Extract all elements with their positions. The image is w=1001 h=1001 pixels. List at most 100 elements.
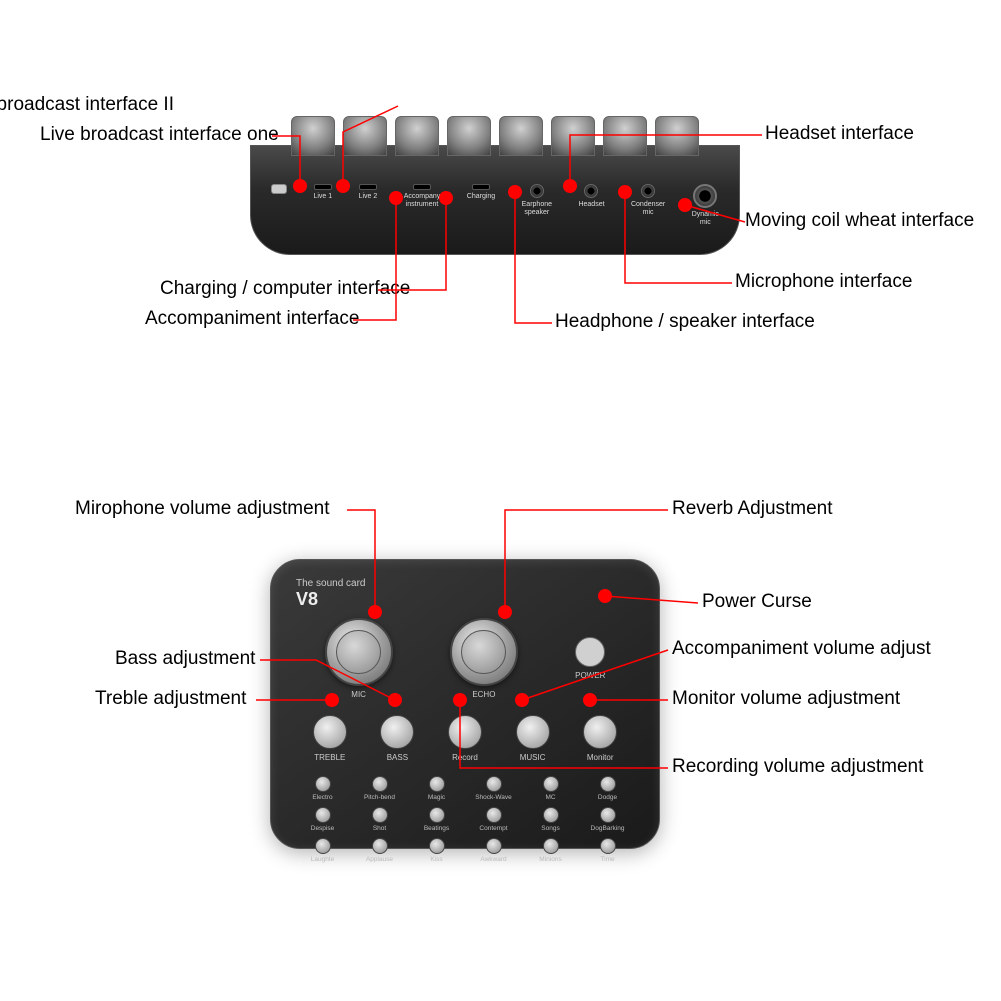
mid-knob-treble: TREBLE [313, 715, 347, 762]
top-knob [447, 116, 491, 156]
fx-button: Shot [353, 807, 406, 832]
label-mic-vol: Mirophone volume adjustment [75, 498, 330, 520]
knob [448, 715, 482, 749]
fx-button-dot [315, 838, 331, 854]
fx-button-label: Magic [428, 794, 445, 801]
top-knob [603, 116, 647, 156]
fx-button-label: Laughte [311, 856, 335, 863]
fx-button-dot [600, 776, 616, 792]
port-label: Live 1 [313, 193, 332, 201]
device-model: V8 [296, 589, 634, 610]
label-headset: Headset interface [765, 123, 914, 145]
fx-button-label: Shock-Wave [475, 794, 512, 801]
fx-button-label: Beatings [424, 825, 449, 832]
mid-knob-row: TREBLEBASSRecordMUSICMonitor [296, 715, 634, 762]
port-earphone: Earphone speaker [522, 184, 552, 216]
echo-knob [450, 618, 518, 686]
port-live1: Live 1 [313, 184, 332, 201]
port-btn [271, 184, 287, 194]
fx-button-label: Minions [539, 856, 561, 863]
fx-button: Songs [524, 807, 577, 832]
port-shape [413, 184, 431, 190]
device-front-view: The sound card V8 MIC ECHO POWER TREBLEB… [270, 559, 660, 849]
port-headset: Headset [578, 184, 604, 209]
fx-button: Contempt [467, 807, 520, 832]
fx-button: Minions [524, 838, 577, 863]
label-recording-vol: Recording volume adjustment [672, 756, 923, 778]
label-accompaniment: Accompaniment interface [145, 308, 359, 330]
top-knob [499, 116, 543, 156]
knob [516, 715, 550, 749]
label-reverb: Reverb Adjustment [672, 498, 833, 520]
fx-button-dot [429, 838, 445, 854]
port-label: Charging [467, 193, 495, 201]
port-shape [530, 184, 544, 198]
fx-button: Despise [296, 807, 349, 832]
fx-button: Laughte [296, 838, 349, 863]
top-knob [655, 116, 699, 156]
fx-button-label: MC [545, 794, 555, 801]
fx-button-label: Songs [541, 825, 559, 832]
top-knob [343, 116, 387, 156]
fx-button-dot [543, 776, 559, 792]
knob-label: Record [452, 753, 478, 762]
fx-button-label: Despise [311, 825, 334, 832]
fx-button: Electro [296, 776, 349, 801]
port-label: Condenser mic [631, 201, 665, 216]
fx-button: Awkward [467, 838, 520, 863]
fx-button: Pitch-bend [353, 776, 406, 801]
port-charging: Charging [467, 184, 495, 201]
port-label: Accompany instrument [404, 193, 441, 208]
fx-button-dot [486, 838, 502, 854]
big-knob-row: MIC ECHO POWER [296, 618, 634, 699]
power-knob [575, 637, 605, 667]
knob-label: Monitor [587, 753, 614, 762]
mid-knob-monitor: Monitor [583, 715, 617, 762]
port-label: Earphone speaker [522, 201, 552, 216]
label-headphone-speaker: Headphone / speaker interface [555, 311, 815, 333]
fx-button-dot [486, 776, 502, 792]
fx-button-dot [429, 807, 445, 823]
top-knob-row [291, 116, 699, 156]
label-monitor-vol: Monitor volume adjustment [672, 688, 900, 710]
fx-button-label: Applause [366, 856, 393, 863]
fx-button-label: Time [600, 856, 614, 863]
port-live2: Live 2 [359, 184, 378, 201]
port-label: Headset [578, 201, 604, 209]
fx-button-label: Dodge [598, 794, 617, 801]
fx-button: DogBarking [581, 807, 634, 832]
fx-button-label: Awkward [480, 856, 506, 863]
fx-button-dot [543, 807, 559, 823]
device-top-view: Live 1 Live 2 Accompany instrument Charging… [250, 145, 740, 255]
fx-button-dot [600, 838, 616, 854]
label-power: Power Curse [702, 591, 812, 613]
label-microphone: Microphone interface [735, 271, 912, 293]
fx-button: MC [524, 776, 577, 801]
fx-button: Dodge [581, 776, 634, 801]
fx-button-label: DogBarking [591, 825, 625, 832]
knob [313, 715, 347, 749]
port-label: Dynamic mic [692, 211, 719, 226]
knob-label: MUSIC [520, 753, 546, 762]
fx-button-label: Kiss [430, 856, 442, 863]
label-live1: Live broadcast interface one [40, 124, 279, 146]
fx-button: Shock-Wave [467, 776, 520, 801]
fx-button: Applause [353, 838, 406, 863]
label-live2: Live broadcast interface II [0, 94, 174, 116]
fx-button-label: Contempt [479, 825, 507, 832]
fx-button: Magic [410, 776, 463, 801]
port-row: Live 1 Live 2 Accompany instrument Charging… [271, 184, 719, 226]
port-dynamic: Dynamic mic [692, 184, 719, 226]
fx-button-dot [372, 807, 388, 823]
fx-button-dot [315, 807, 331, 823]
port-shape [359, 184, 377, 190]
port-shape [641, 184, 655, 198]
top-knob [395, 116, 439, 156]
fx-button-dot [486, 807, 502, 823]
label-accomp-vol: Accompaniment volume adjust [672, 638, 931, 660]
port-condenser: Condenser mic [631, 184, 665, 216]
fx-button-grid: ElectroPitch-bend Magic Shock-Wave MC Dodge D… [296, 776, 634, 863]
top-knob [291, 116, 335, 156]
power-label: POWER [575, 671, 605, 680]
port-shape [693, 184, 717, 208]
